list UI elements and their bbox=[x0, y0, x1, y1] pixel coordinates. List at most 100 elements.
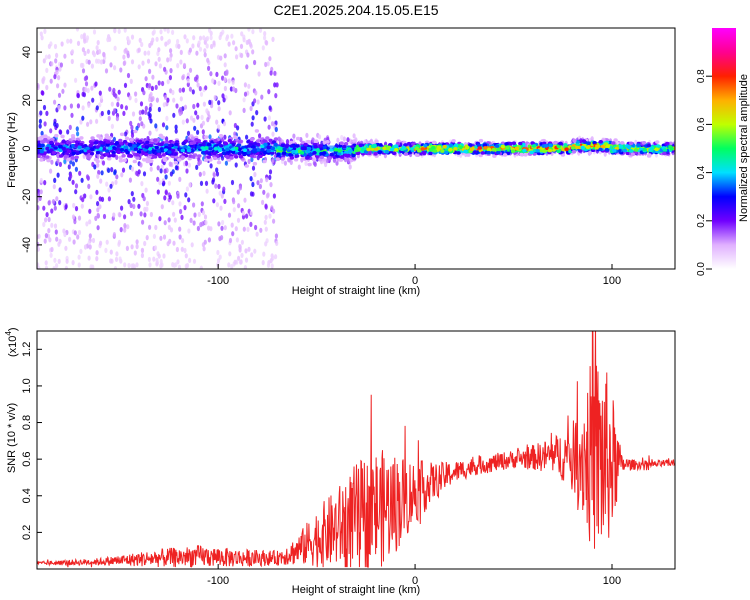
spectrogram-cell bbox=[164, 190, 168, 196]
spectrogram-x-tick-label: 100 bbox=[603, 275, 621, 287]
spectrogram-cell bbox=[195, 164, 199, 170]
spectrogram-cell bbox=[144, 109, 148, 115]
spectrogram-cell bbox=[113, 28, 117, 34]
spectrogram-cell bbox=[348, 164, 352, 170]
spectrogram-cell bbox=[60, 134, 65, 139]
spectrogram-cell bbox=[245, 213, 249, 219]
spectrogram-cell bbox=[221, 75, 225, 81]
spectrogram-cell bbox=[216, 258, 221, 264]
spectrogram-cell bbox=[174, 142, 179, 146]
spectrogram-cell bbox=[83, 38, 87, 44]
spectrogram-cell bbox=[600, 144, 606, 149]
spectrogram-cell bbox=[168, 56, 172, 62]
spectrogram-cell bbox=[113, 266, 117, 269]
spectrogram-cell bbox=[154, 84, 158, 90]
spectrogram-cell bbox=[127, 39, 131, 45]
spectrogram-cell bbox=[263, 142, 268, 147]
spectrogram-cell bbox=[197, 154, 202, 158]
spectrogram-cell bbox=[87, 183, 91, 189]
spectrogram-cell bbox=[51, 151, 57, 155]
spectrogram-cell bbox=[201, 150, 206, 155]
spectrogram-cell bbox=[147, 147, 153, 151]
spectrogram-cell bbox=[137, 203, 141, 209]
spectrogram-cell bbox=[88, 143, 94, 148]
spectrogram-cell bbox=[241, 214, 246, 220]
spectrogram-cell bbox=[206, 117, 210, 123]
spectrogram-cell bbox=[65, 258, 69, 264]
spectrogram-cell bbox=[112, 108, 117, 114]
spectrogram-cell bbox=[581, 139, 587, 143]
spectrogram-cell bbox=[143, 148, 148, 152]
spectrogram-cell bbox=[270, 263, 274, 269]
spectrogram-cell bbox=[343, 153, 348, 158]
spectrogram-cell bbox=[261, 260, 265, 266]
spectrogram-cell bbox=[180, 155, 186, 160]
spectrogram-cell bbox=[163, 220, 167, 226]
spectrogram-cell bbox=[78, 170, 82, 176]
spectrogram-cell bbox=[232, 207, 236, 213]
spectrogram-cell bbox=[240, 252, 244, 258]
spectrogram-cell bbox=[262, 189, 266, 195]
spectrogram-cell bbox=[613, 138, 618, 142]
spectrogram-cell bbox=[71, 260, 75, 266]
spectrogram-cell bbox=[188, 47, 192, 53]
spectrogram-cell bbox=[373, 152, 378, 156]
spectrogram-cell bbox=[255, 231, 259, 237]
spectrogram-cell bbox=[39, 158, 44, 162]
spectrogram-cell bbox=[95, 250, 99, 256]
spectrogram-cell bbox=[49, 148, 54, 152]
spectrogram-cell bbox=[180, 246, 184, 252]
spectrogram-cell bbox=[634, 148, 639, 152]
spectrogram-cell bbox=[191, 89, 195, 95]
spectrogram-cell bbox=[267, 124, 271, 130]
spectrogram-cell bbox=[225, 69, 229, 75]
spectrogram-cell bbox=[201, 129, 205, 135]
spectrogram-cell bbox=[44, 260, 48, 266]
spectrogram-cell bbox=[575, 140, 580, 144]
spectrogram-cell bbox=[183, 34, 187, 40]
spectrogram-cell bbox=[168, 161, 172, 167]
spectrogram-cell bbox=[154, 224, 158, 231]
spectrogram-cell bbox=[199, 91, 204, 97]
spectrogram-cell bbox=[519, 152, 524, 157]
spectrogram-cell bbox=[254, 90, 258, 96]
spectrogram-cell bbox=[574, 145, 580, 150]
spectrogram-cell bbox=[159, 263, 163, 269]
spectrogram-cell bbox=[114, 256, 119, 262]
spectrogram-cell bbox=[289, 144, 294, 148]
spectrogram-cell bbox=[142, 171, 147, 177]
spectrogram-cell bbox=[222, 97, 226, 103]
spectrogram-cell bbox=[224, 154, 230, 159]
spectrogram-cell bbox=[256, 142, 261, 147]
spectrogram-cell bbox=[72, 239, 76, 245]
spectrogram-cell bbox=[205, 108, 209, 114]
spectrogram-cell bbox=[158, 63, 162, 69]
spectrogram-cell bbox=[185, 262, 190, 269]
spectrogram-cell bbox=[117, 89, 121, 95]
spectrogram-cell bbox=[61, 146, 66, 151]
spectrogram-cell bbox=[90, 63, 94, 69]
spectrogram-cell bbox=[67, 141, 72, 145]
spectrogram-cell bbox=[304, 160, 308, 166]
spectrogram-cell bbox=[200, 201, 204, 207]
spectrogram-cell bbox=[176, 193, 180, 199]
spectrogram-cell bbox=[266, 192, 270, 198]
spectrogram-cell bbox=[47, 216, 51, 223]
spectrogram-cell bbox=[342, 144, 347, 149]
spectrogram-cell bbox=[297, 164, 301, 170]
spectrogram-cell bbox=[611, 141, 616, 145]
spectrogram-cell bbox=[208, 146, 213, 151]
spectrogram-cell bbox=[174, 262, 178, 268]
svg-text:(x104): (x104) bbox=[4, 327, 19, 357]
spectrogram-cell bbox=[55, 69, 59, 75]
spectrogram-cell bbox=[244, 248, 248, 254]
spectrogram-cell bbox=[207, 225, 211, 231]
spectrogram-cell bbox=[204, 146, 209, 150]
spectrogram-cell bbox=[86, 87, 90, 94]
spectrogram-cell bbox=[174, 165, 178, 171]
spectrogram-cell bbox=[56, 172, 60, 178]
spectrogram-cell bbox=[258, 28, 263, 33]
spectrogram-cell bbox=[646, 143, 651, 148]
spectrogram-cell bbox=[212, 151, 217, 156]
spectrogram-cell bbox=[268, 56, 272, 62]
